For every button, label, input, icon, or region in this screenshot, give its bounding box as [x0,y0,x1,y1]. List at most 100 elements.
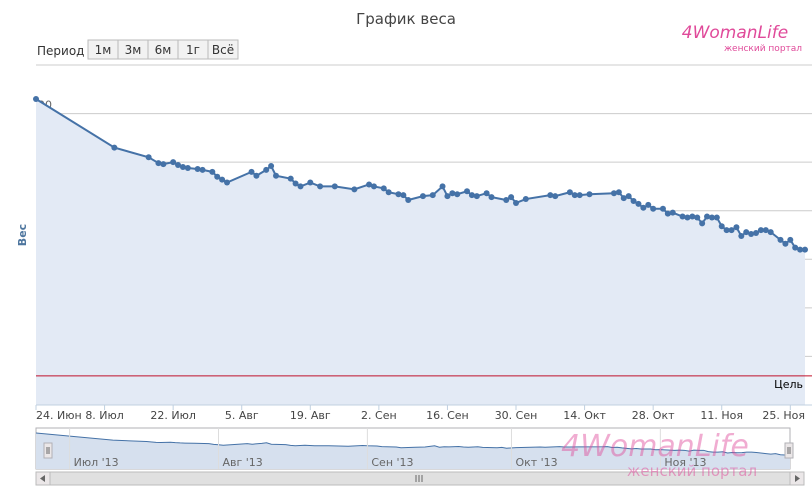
point [640,204,647,211]
period-button[interactable] [207,39,239,60]
goal-label: Цель [774,378,803,391]
arrow-left [40,475,45,482]
point [718,223,725,230]
point [650,205,657,212]
point [292,180,299,187]
point [797,246,804,253]
point [175,162,182,169]
point [679,213,686,220]
point [366,181,373,188]
point [253,172,260,179]
point [566,189,573,196]
point [370,183,377,190]
x-tick-label: 14. Окт [563,409,606,422]
point [802,246,808,253]
point [689,213,696,220]
x-tick-label: 24. Июн [36,409,82,422]
point [287,175,294,182]
point [351,186,358,193]
point [155,160,162,167]
x-tick-label: 25. Ноя [762,409,805,422]
point [194,165,201,172]
point [395,191,402,198]
period-button-label: 6м [155,43,172,57]
point [145,154,152,161]
navigator-handle[interactable] [784,442,794,459]
point [468,192,475,199]
point [615,189,622,196]
point [625,193,632,200]
navigator-tick-label: Ноя '13 [664,456,706,469]
point [439,183,446,190]
period-button-label: Всё [212,43,234,57]
y-axis-title: Вес [16,224,29,246]
navigator-area [36,433,790,469]
point [317,183,324,190]
point [419,193,426,200]
point [449,190,456,197]
navigator-handle[interactable] [43,442,53,459]
point [630,198,637,204]
point [483,190,490,197]
period-button-label: 1м [95,43,112,57]
point [723,227,730,234]
point [713,214,720,221]
point [160,161,167,168]
point [782,240,789,247]
point [522,196,529,203]
point [488,194,495,201]
chart-title: График веса [356,10,456,28]
point [733,224,740,231]
navigator-tick-label: Сен '13 [371,456,413,469]
point [454,191,461,198]
point [792,244,799,251]
period-button-label: 1г [186,43,200,57]
point [268,163,275,170]
point [708,214,715,221]
point [787,236,794,243]
logo-tagline: женский портал [724,44,802,54]
point [214,173,221,180]
point [571,192,578,199]
point [307,179,314,186]
point [767,229,774,236]
point [297,183,304,190]
x-tick-label: 30. Сен [495,409,538,422]
arrow-right [795,475,800,482]
point [248,168,255,175]
x-tick-label: 28. Окт [632,409,675,422]
point [659,205,666,212]
point [664,210,671,217]
point [748,231,755,238]
x-tick-label: 2. Сен [361,409,397,422]
point [33,96,39,102]
point [743,229,750,236]
navigator-tick-label: Окт '13 [515,456,557,469]
point [331,183,338,190]
point [738,232,745,239]
point [444,193,451,200]
x-tick-label: 8. Июл [85,409,124,422]
point [576,192,583,199]
watermark-tagline: женский портал [627,462,757,480]
point [513,199,520,206]
point [694,214,701,221]
point [757,227,764,234]
point [645,201,652,208]
point [620,195,627,202]
point [503,197,510,204]
navigator-line [35,432,790,456]
point [777,236,784,243]
point [547,192,554,199]
point [209,168,216,175]
point [224,179,231,186]
point [429,192,436,199]
x-tick-label: 5. Авг [225,409,259,422]
point [753,230,760,237]
period-label: Период [37,44,84,58]
area [36,99,805,405]
watermark-brand: 4WomanLife [561,429,749,464]
point [508,194,515,201]
point [552,193,559,200]
point [219,176,226,183]
